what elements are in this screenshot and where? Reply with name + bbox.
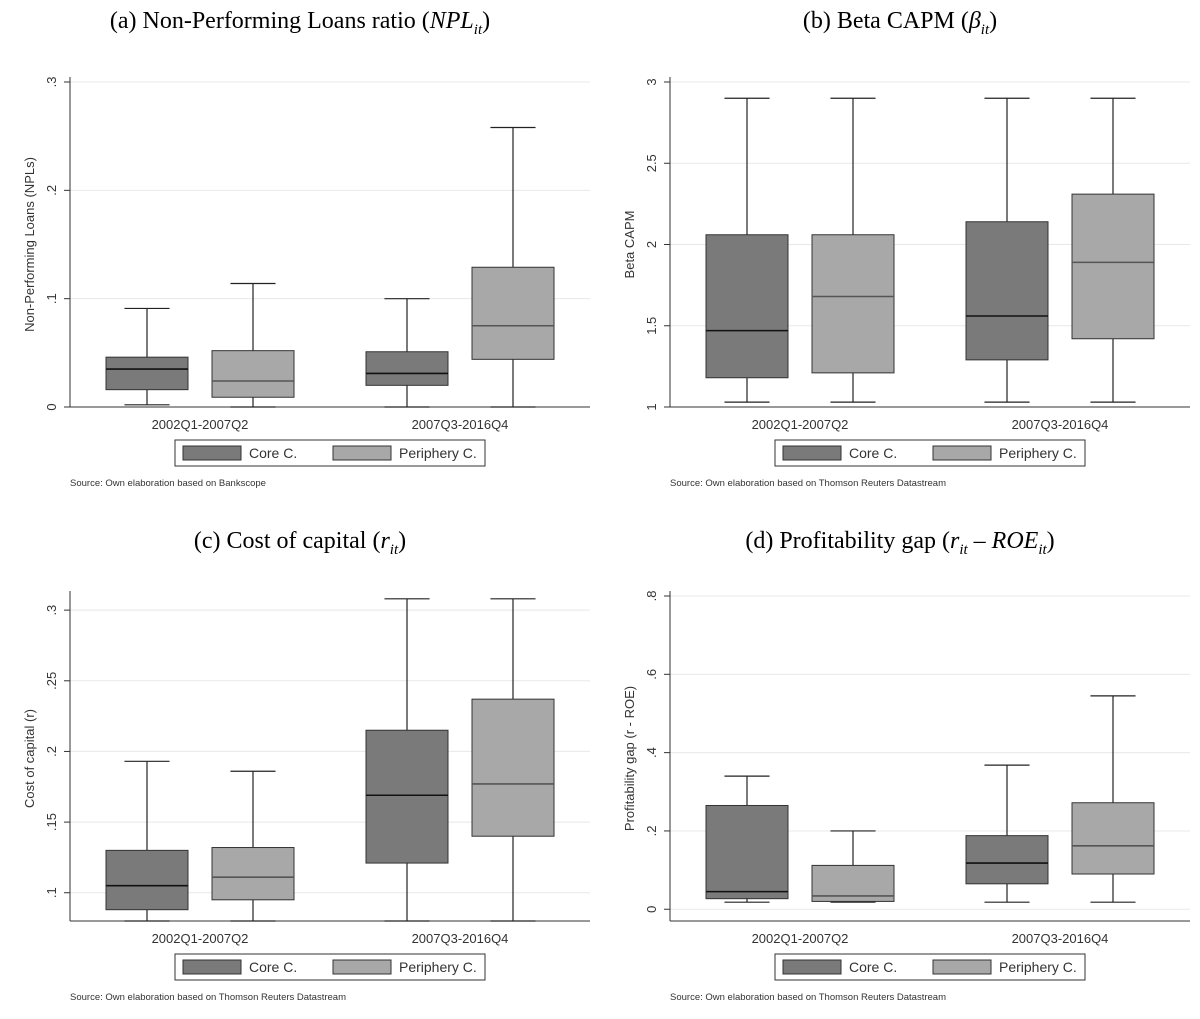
legend-swatch-core [782, 959, 842, 975]
chart-profitability-gap: 0 .2 .4 .6 .8 Profitability gap (r - ROE) 2002… [600, 576, 1200, 1016]
y-tick-label: .1 [44, 887, 59, 898]
y-tick-label: 1.5 [644, 317, 659, 335]
x-category-label: 2002Q1-2007Q2 [752, 417, 849, 432]
y-tick-label: 3 [644, 78, 659, 85]
box-core [105, 849, 189, 911]
y-tick-label: 0 [44, 403, 59, 410]
x-category-label: 2002Q1-2007Q2 [152, 931, 249, 946]
x-category-label: 2007Q3-2016Q4 [412, 931, 509, 946]
box-periphery [211, 350, 295, 398]
box-periphery [471, 266, 555, 360]
y-tick-label: 2.5 [644, 154, 659, 172]
legend-label: Periphery C. [399, 445, 477, 461]
y-tick-label: .2 [44, 185, 59, 196]
chart-beta-svg: 1 1.5 2 2.5 3 Beta CAPM 2002Q1-2007Q2 2007Q3-20… [622, 77, 1190, 489]
legend-swatch-core [182, 445, 242, 461]
y-tick-label: .4 [644, 747, 659, 758]
y-axis-label: Non-Performing Loans (NPLs) [22, 157, 37, 332]
y-tick-label: .3 [44, 77, 59, 88]
chart-cost-of-capital-svg: .1 .15 .2 .25 .3 Cost of capital (r) 2002Q1-20… [22, 591, 590, 1003]
y-axis-label: Beta CAPM [622, 211, 637, 279]
panel-title-c: (c) Cost of capital (rit) [193, 528, 407, 558]
y-tick-label: .8 [644, 591, 659, 602]
legend-swatch-periphery [332, 959, 392, 975]
panel-title-a: (a) Non-Performing Loans ratio (NPLit) [109, 8, 491, 38]
source-note: Source: Own elaboration based on Banksco… [70, 478, 266, 489]
box-core [105, 356, 189, 391]
legend-swatch-periphery [932, 959, 992, 975]
y-tick-label: .15 [44, 813, 59, 831]
y-tick-label: 0 [644, 906, 659, 913]
legend-label: Core C. [849, 959, 897, 975]
box-core [965, 835, 1049, 885]
source-note: Source: Own elaboration based on Thomson… [670, 992, 946, 1003]
box-periphery [211, 847, 295, 901]
panel-title-b: (b) Beta CAPM (βit) [802, 8, 998, 38]
y-tick-label: 1 [644, 403, 659, 410]
box-core [365, 729, 449, 864]
box-core [705, 234, 789, 379]
chart-beta: 1 1.5 2 2.5 3 Beta CAPM 2002Q1-2007Q2 2007Q3-20… [600, 62, 1200, 502]
box-core [365, 351, 449, 386]
box-periphery [1071, 193, 1155, 340]
y-tick-label: .25 [44, 672, 59, 690]
source-note: Source: Own elaboration based on Thomson… [670, 478, 946, 489]
legend-label: Core C. [249, 959, 297, 975]
legend-swatch-core [782, 445, 842, 461]
y-axis-label: Profitability gap (r - ROE) [622, 686, 637, 831]
legend-label: Periphery C. [999, 445, 1077, 461]
y-tick-label: .1 [44, 293, 59, 304]
box-core [965, 221, 1049, 361]
legend-swatch-periphery [332, 445, 392, 461]
chart-cost-of-capital: .1 .15 .2 .25 .3 Cost of capital (r) 2002Q1-20… [0, 576, 600, 1016]
legend-label: Core C. [249, 445, 297, 461]
chart-profitability-gap-svg: 0 .2 .4 .6 .8 Profitability gap (r - ROE) 2002… [622, 591, 1190, 1003]
x-category-label: 2002Q1-2007Q2 [152, 417, 249, 432]
box-periphery [1071, 802, 1155, 875]
y-tick-label: .2 [644, 826, 659, 837]
x-category-label: 2007Q3-2016Q4 [1012, 417, 1109, 432]
legend-swatch-periphery [932, 445, 992, 461]
x-category-label: 2007Q3-2016Q4 [412, 417, 509, 432]
chart-npl: 0 .1 .2 .3 Non-Performing Loans (NPLs) 2002Q1… [0, 62, 600, 502]
x-category-label: 2007Q3-2016Q4 [1012, 931, 1109, 946]
y-tick-label: .3 [44, 605, 59, 616]
legend-label: Core C. [849, 445, 897, 461]
y-tick-label: 2 [644, 241, 659, 248]
x-category-label: 2002Q1-2007Q2 [752, 931, 849, 946]
box-periphery [811, 234, 895, 374]
legend-label: Periphery C. [399, 959, 477, 975]
box-core [705, 804, 789, 900]
panel-title-d: (d) Profitability gap (rit – ROEit) [745, 528, 1055, 558]
y-tick-label: .6 [644, 669, 659, 680]
legend-label: Periphery C. [999, 959, 1077, 975]
source-note: Source: Own elaboration based on Thomson… [70, 992, 346, 1003]
box-periphery [471, 698, 555, 837]
y-tick-label: .2 [44, 746, 59, 757]
legend-swatch-core [182, 959, 242, 975]
chart-npl-svg: 0 .1 .2 .3 Non-Performing Loans (NPLs) 2002Q1… [22, 77, 590, 489]
y-axis-label: Cost of capital (r) [22, 709, 37, 808]
